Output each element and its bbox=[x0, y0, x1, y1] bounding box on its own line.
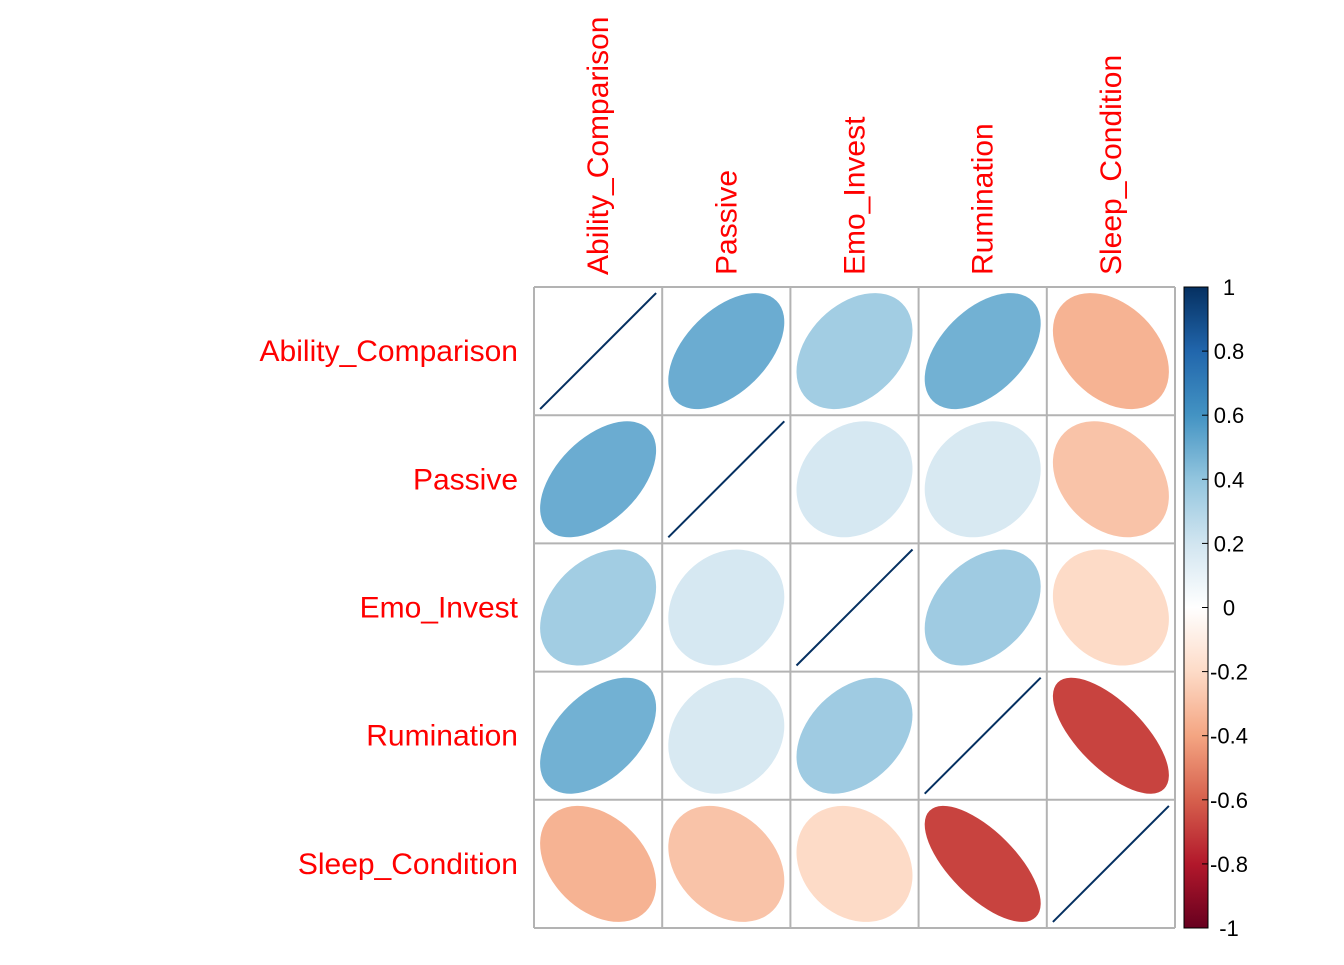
colorbar-tick-label: 0.6 bbox=[1214, 403, 1245, 428]
cell-passive-emo-invest bbox=[796, 421, 913, 538]
colorbar-tick-label: -0.8 bbox=[1210, 852, 1248, 877]
row-labels: Ability_Comparison Passive Emo_Invest Rumin… bbox=[260, 335, 519, 881]
colorbar-tick-label: 0.2 bbox=[1214, 531, 1245, 556]
colorbar-tick-label: 0.8 bbox=[1214, 339, 1245, 364]
cell-emo-invest-passive bbox=[668, 549, 785, 666]
colorbar-tick-label: -0.2 bbox=[1210, 660, 1248, 685]
cell-rumination-rumination bbox=[923, 676, 1042, 795]
cell-sleep-condition-emo-invest bbox=[796, 805, 913, 922]
column-label-ability-comparison: Ability_Comparison bbox=[582, 17, 615, 275]
row-label-rumination: Rumination bbox=[366, 720, 518, 753]
colorbar-tick-label: -1 bbox=[1219, 916, 1239, 941]
cell-passive-passive bbox=[667, 420, 786, 539]
colorbar: 1 0.8 0.6 0.4 0.2 0 -0.2 -0.4 -0.6 -0.8 -1 bbox=[1183, 275, 1248, 941]
cell-sleep-condition-rumination bbox=[924, 805, 1041, 922]
cell-rumination-passive bbox=[668, 677, 785, 794]
row-label-emo-invest: Emo_Invest bbox=[360, 592, 519, 625]
cell-emo-invest-ability-comparison bbox=[540, 549, 657, 666]
grid-lines bbox=[533, 286, 1176, 929]
column-label-sleep-condition: Sleep_Condition bbox=[1095, 55, 1128, 275]
cell-rumination-sleep-condition bbox=[1052, 677, 1169, 794]
cell-ability-comparison-passive bbox=[668, 293, 785, 410]
cell-rumination-ability-comparison bbox=[540, 677, 657, 794]
cell-ability-comparison-emo-invest bbox=[796, 293, 913, 410]
column-label-emo-invest: Emo_Invest bbox=[839, 116, 872, 275]
cell-emo-invest-rumination bbox=[924, 549, 1041, 666]
row-label-sleep-condition: Sleep_Condition bbox=[298, 848, 518, 881]
column-labels: Ability_Comparison Passive Emo_Invest Rumin… bbox=[582, 17, 1128, 275]
row-label-passive: Passive bbox=[413, 463, 518, 496]
cell-passive-rumination bbox=[924, 421, 1041, 538]
cell-ability-comparison-sleep-condition bbox=[1052, 293, 1169, 410]
colorbar-tick-label: 0.4 bbox=[1214, 467, 1245, 492]
colorbar-tick-label: 1 bbox=[1223, 275, 1235, 300]
cell-sleep-condition-sleep-condition bbox=[1052, 805, 1170, 923]
column-label-passive: Passive bbox=[710, 170, 743, 275]
cell-sleep-condition-ability-comparison bbox=[540, 805, 657, 922]
cell-ability-comparison-rumination bbox=[924, 293, 1041, 410]
correlation-cells bbox=[539, 292, 1170, 923]
cell-passive-ability-comparison bbox=[540, 421, 657, 538]
cell-ability-comparison-ability-comparison bbox=[539, 292, 657, 410]
colorbar-tick-label: -0.6 bbox=[1210, 788, 1248, 813]
colorbar-tick-label: 0 bbox=[1223, 596, 1235, 621]
row-label-ability-comparison: Ability_Comparison bbox=[260, 335, 518, 368]
cell-sleep-condition-passive bbox=[668, 805, 785, 922]
cell-emo-invest-emo-invest bbox=[795, 548, 914, 667]
cell-emo-invest-sleep-condition bbox=[1052, 549, 1169, 666]
cell-passive-sleep-condition bbox=[1052, 421, 1169, 538]
colorbar-tick-label: -0.4 bbox=[1210, 724, 1248, 749]
cell-rumination-emo-invest bbox=[796, 677, 913, 794]
column-label-rumination: Rumination bbox=[967, 123, 1000, 275]
